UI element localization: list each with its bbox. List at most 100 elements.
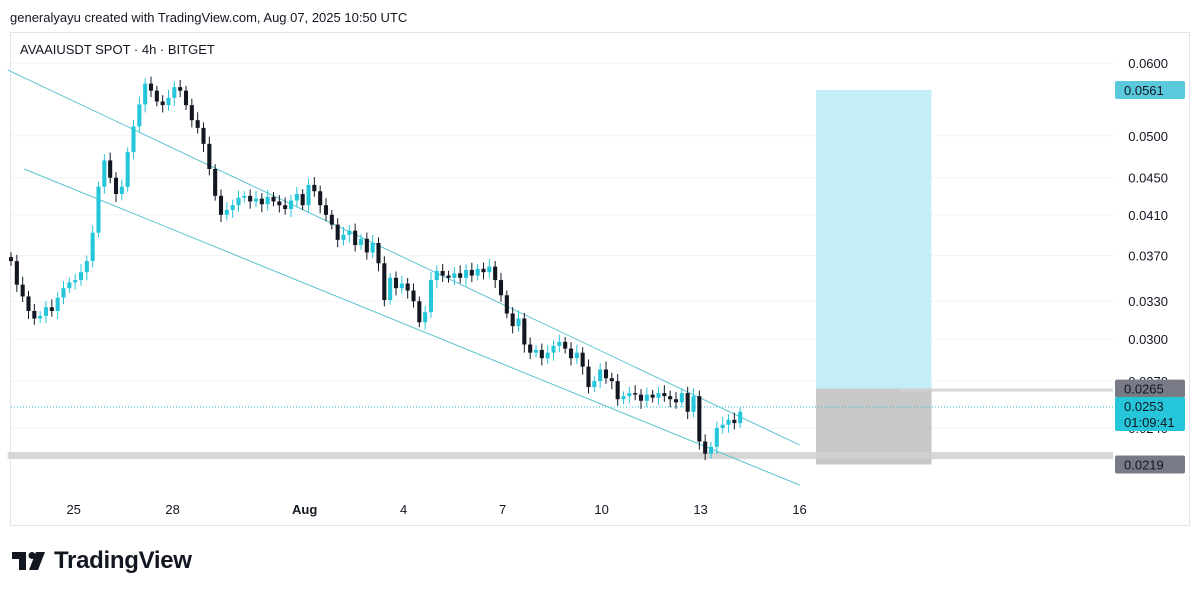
candle-body [703, 441, 708, 454]
channel-upper-line [7, 69, 800, 446]
candle-body [67, 282, 72, 289]
candle-body [568, 348, 574, 359]
candle-body [563, 341, 568, 349]
y-axis-tick-label: 0.0330 [1128, 294, 1168, 309]
candle-body [586, 366, 591, 388]
candle-body [236, 197, 241, 206]
candle-body [650, 394, 655, 398]
candle-body [335, 224, 340, 240]
candle-body [382, 263, 387, 301]
candle-body [726, 419, 731, 425]
candle-body [224, 209, 229, 215]
price-label-box [1115, 80, 1185, 99]
price-label-box [1115, 397, 1185, 432]
candle-body [119, 186, 124, 194]
tradingview-logo-text: TradingView [54, 547, 192, 574]
tradingview-logo-icon [12, 552, 45, 570]
candle-body [288, 200, 294, 210]
candle-body [8, 257, 14, 262]
candle-body [440, 271, 445, 276]
candle-body [32, 311, 37, 319]
candle-body [708, 446, 714, 454]
candle-body [84, 261, 89, 273]
candle-body [399, 283, 404, 289]
candle-body [539, 349, 544, 359]
stop-zone [816, 388, 932, 465]
x-axis-tick-label: 13 [693, 502, 707, 517]
candle-body [469, 269, 474, 276]
candle-body [353, 230, 358, 246]
price-label-value: 0.0561 [1124, 83, 1164, 98]
candle-body [557, 341, 562, 346]
candle-body [738, 411, 743, 424]
candle-body [73, 280, 78, 283]
candle-body [218, 195, 224, 215]
candle-body [329, 214, 334, 225]
x-axis-tick-label: 28 [165, 502, 179, 517]
candle-body [668, 396, 673, 400]
y-axis-tick-label: 0.0500 [1128, 129, 1168, 144]
candle-body [364, 238, 369, 253]
candle-body [411, 290, 416, 302]
candle-body [160, 101, 165, 106]
candle-body [656, 393, 661, 398]
candle-body [533, 349, 539, 353]
candle-body [248, 195, 253, 202]
candle-body [609, 378, 614, 382]
y-axis-tick-label: 0.0450 [1128, 171, 1168, 186]
candle-body [259, 198, 264, 205]
candle-body [55, 297, 60, 312]
candle-body [341, 234, 346, 240]
candle-body [183, 90, 189, 106]
target-zone [816, 89, 932, 389]
candle-body [498, 280, 504, 296]
candle-body [580, 352, 585, 367]
candle-body [393, 277, 399, 289]
y-axis-tick-label: 0.0300 [1128, 332, 1168, 347]
candle-body [388, 277, 393, 301]
candle-body [61, 288, 66, 298]
candle-body [732, 419, 737, 424]
candle-body [49, 307, 54, 312]
candle-body [143, 83, 148, 105]
candle-body [102, 160, 107, 187]
candle-body [271, 196, 276, 202]
chart-frame [10, 32, 1190, 526]
candle-body [113, 177, 119, 194]
candle-body [131, 126, 136, 153]
candle-body [14, 261, 19, 285]
candle-body [253, 198, 259, 202]
candle-body [96, 186, 101, 233]
candle-body [603, 369, 609, 379]
candle-body [207, 143, 212, 169]
chart-attribution: generalyayu created with TradingView.com… [10, 10, 408, 25]
candle-body [434, 271, 439, 281]
y-axis-tick-label: 0.0370 [1128, 249, 1168, 264]
candle-body [283, 205, 288, 210]
candle-body [621, 396, 626, 400]
x-axis-tick-label: 25 [66, 502, 80, 517]
candle-body [43, 307, 49, 316]
candle-body [475, 268, 480, 276]
candle-body [528, 344, 533, 353]
candle-body [458, 273, 463, 278]
candle-body [662, 393, 667, 397]
candle-body [26, 296, 31, 312]
candle-body [417, 301, 422, 323]
candle-body [265, 196, 270, 205]
x-axis-tick-label: 10 [594, 502, 608, 517]
candle-body [300, 193, 305, 206]
price-label-box [1115, 455, 1185, 474]
price-label-value: 0.0253 [1124, 399, 1164, 414]
price-label-value: 0.0219 [1124, 457, 1164, 472]
candle-body [201, 127, 206, 144]
candle-body [510, 313, 515, 327]
candle-body [481, 268, 486, 273]
candle-body [230, 205, 235, 210]
candle-body [20, 284, 25, 297]
tradingview-logo[interactable]: TradingView [12, 547, 192, 575]
candle-body [574, 352, 579, 359]
candle-body [685, 393, 690, 412]
candle-body [195, 120, 200, 128]
